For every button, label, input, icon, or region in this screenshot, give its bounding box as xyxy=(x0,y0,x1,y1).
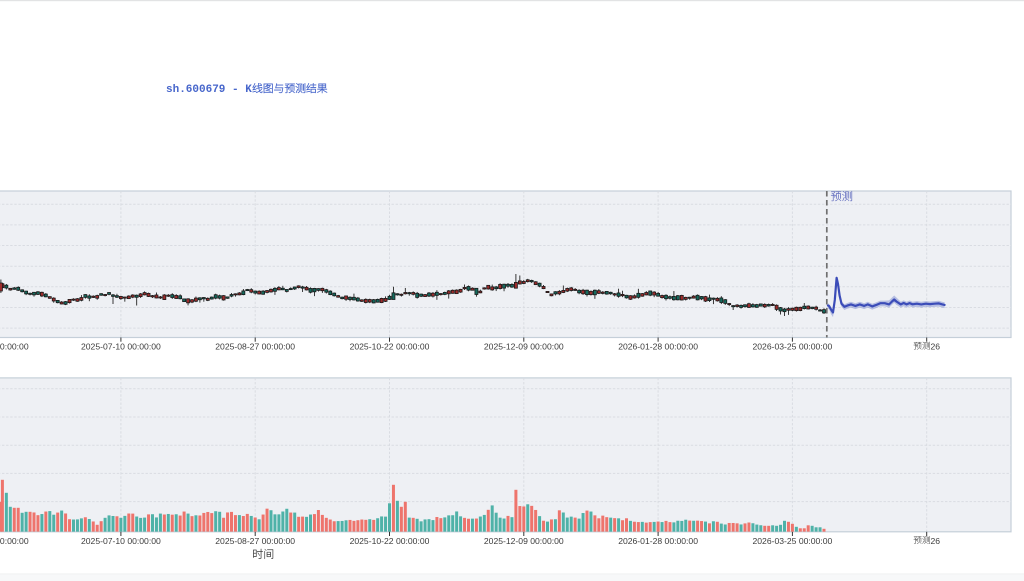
svg-text:0 00:00:00: 0 00:00:00 xyxy=(0,342,29,352)
svg-text:2025-08-27 00:00:00: 2025-08-27 00:00:00 xyxy=(215,342,295,352)
svg-text:2026-03-25 00:00:00: 2026-03-25 00:00:00 xyxy=(752,536,832,546)
svg-text:26: 26 xyxy=(931,536,941,546)
svg-text:2026-01-28 00:00:00: 2026-01-28 00:00:00 xyxy=(618,342,698,352)
svg-text:2025-07-10 00:00:00: 2025-07-10 00:00:00 xyxy=(81,536,161,546)
svg-text:2025-07-10 00:00:00: 2025-07-10 00:00:00 xyxy=(81,342,161,352)
svg-text:0 00:00:00: 0 00:00:00 xyxy=(0,536,29,546)
svg-text:sh.600679 - K: sh.600679 - K xyxy=(166,84,252,96)
svg-text:2025-12-09 00:00:00: 2025-12-09 00:00:00 xyxy=(484,536,564,546)
svg-text:2025-08-27 00:00:00: 2025-08-27 00:00:00 xyxy=(215,536,295,546)
svg-text:2025-10-22 00:00:00: 2025-10-22 00:00:00 xyxy=(350,342,430,352)
svg-text:2025-10-22 00:00:00: 2025-10-22 00:00:00 xyxy=(350,536,430,546)
svg-text:2026-01-28 00:00:00: 2026-01-28 00:00:00 xyxy=(618,536,698,546)
svg-text:2026-03-25 00:00:00: 2026-03-25 00:00:00 xyxy=(752,342,832,352)
svg-text:2025-12-09 00:00:00: 2025-12-09 00:00:00 xyxy=(484,342,564,352)
svg-text:26: 26 xyxy=(931,342,941,352)
